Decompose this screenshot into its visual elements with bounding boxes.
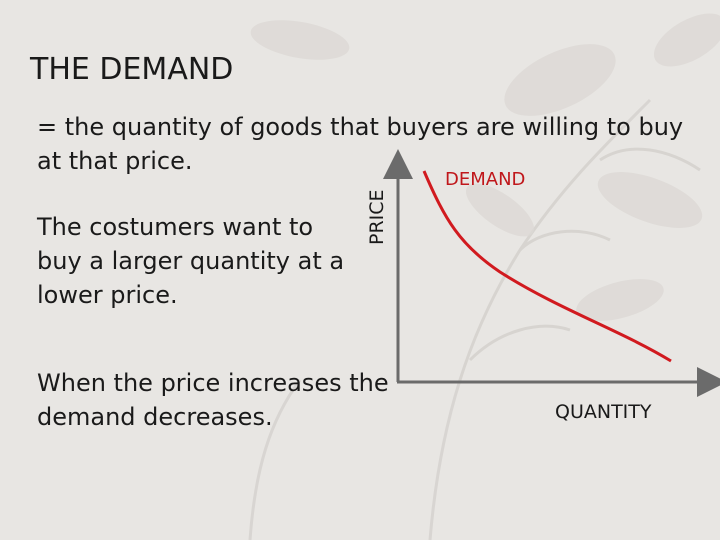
definition-text: = the quantity of goods that buyers are … [37, 113, 684, 175]
price-axis-label: PRICE [366, 189, 388, 245]
quantity-axis-label: QUANTITY [555, 401, 652, 423]
demand-curve-label: DEMAND [445, 169, 525, 190]
price-increase-statement: When the price increases the demand decr… [37, 369, 389, 431]
slide-title: THE DEMAND [30, 52, 234, 87]
lower-price-statement: The costumers want to buy a larger quant… [37, 213, 345, 309]
demand-curve [422, 170, 672, 363]
